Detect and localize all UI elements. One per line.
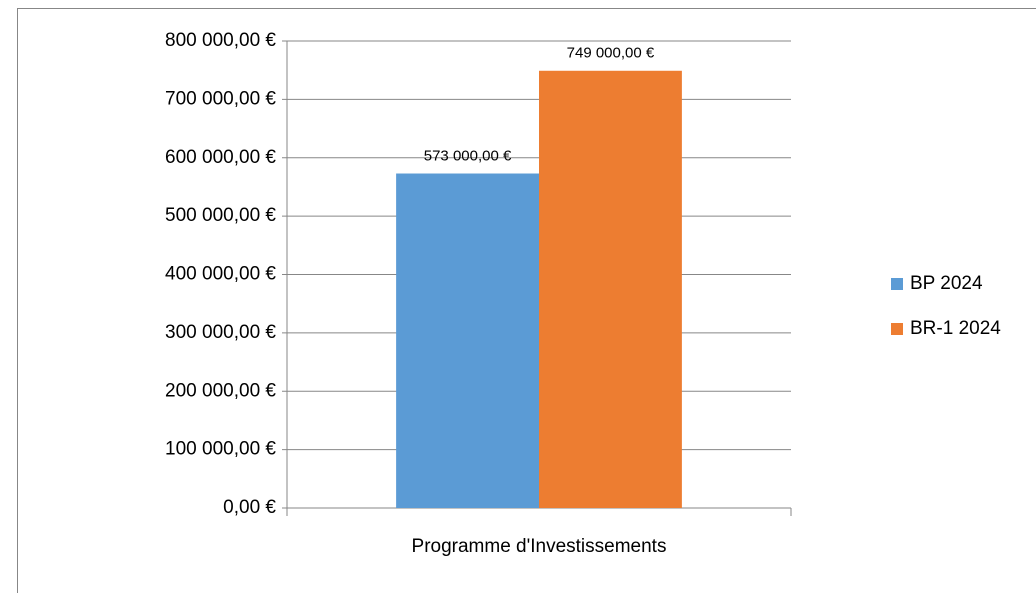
y-tick-label: 300 000,00 € — [165, 322, 276, 343]
data-label: 749 000,00 € — [567, 45, 655, 62]
bar — [396, 173, 539, 509]
y-tick-label: 200 000,00 € — [165, 380, 276, 401]
y-tick-label: 400 000,00 € — [165, 264, 276, 285]
bar — [539, 70, 682, 509]
legend-swatch — [891, 323, 903, 335]
legend-swatch — [891, 278, 903, 290]
y-tick-label: 600 000,00 € — [165, 147, 276, 168]
y-tick-label: 0,00 € — [223, 497, 276, 518]
y-tick-label: 500 000,00 € — [165, 205, 276, 226]
legend-label: BP 2024 — [910, 273, 983, 294]
y-tick-label: 100 000,00 € — [165, 439, 276, 460]
data-label: 573 000,00 € — [424, 147, 512, 164]
x-tick-label: Programme d'Investissements — [412, 536, 667, 557]
y-tick-label: 800 000,00 € — [165, 30, 276, 51]
y-tick-label: 700 000,00 € — [165, 88, 276, 109]
legend-label: BR-1 2024 — [910, 318, 1001, 339]
